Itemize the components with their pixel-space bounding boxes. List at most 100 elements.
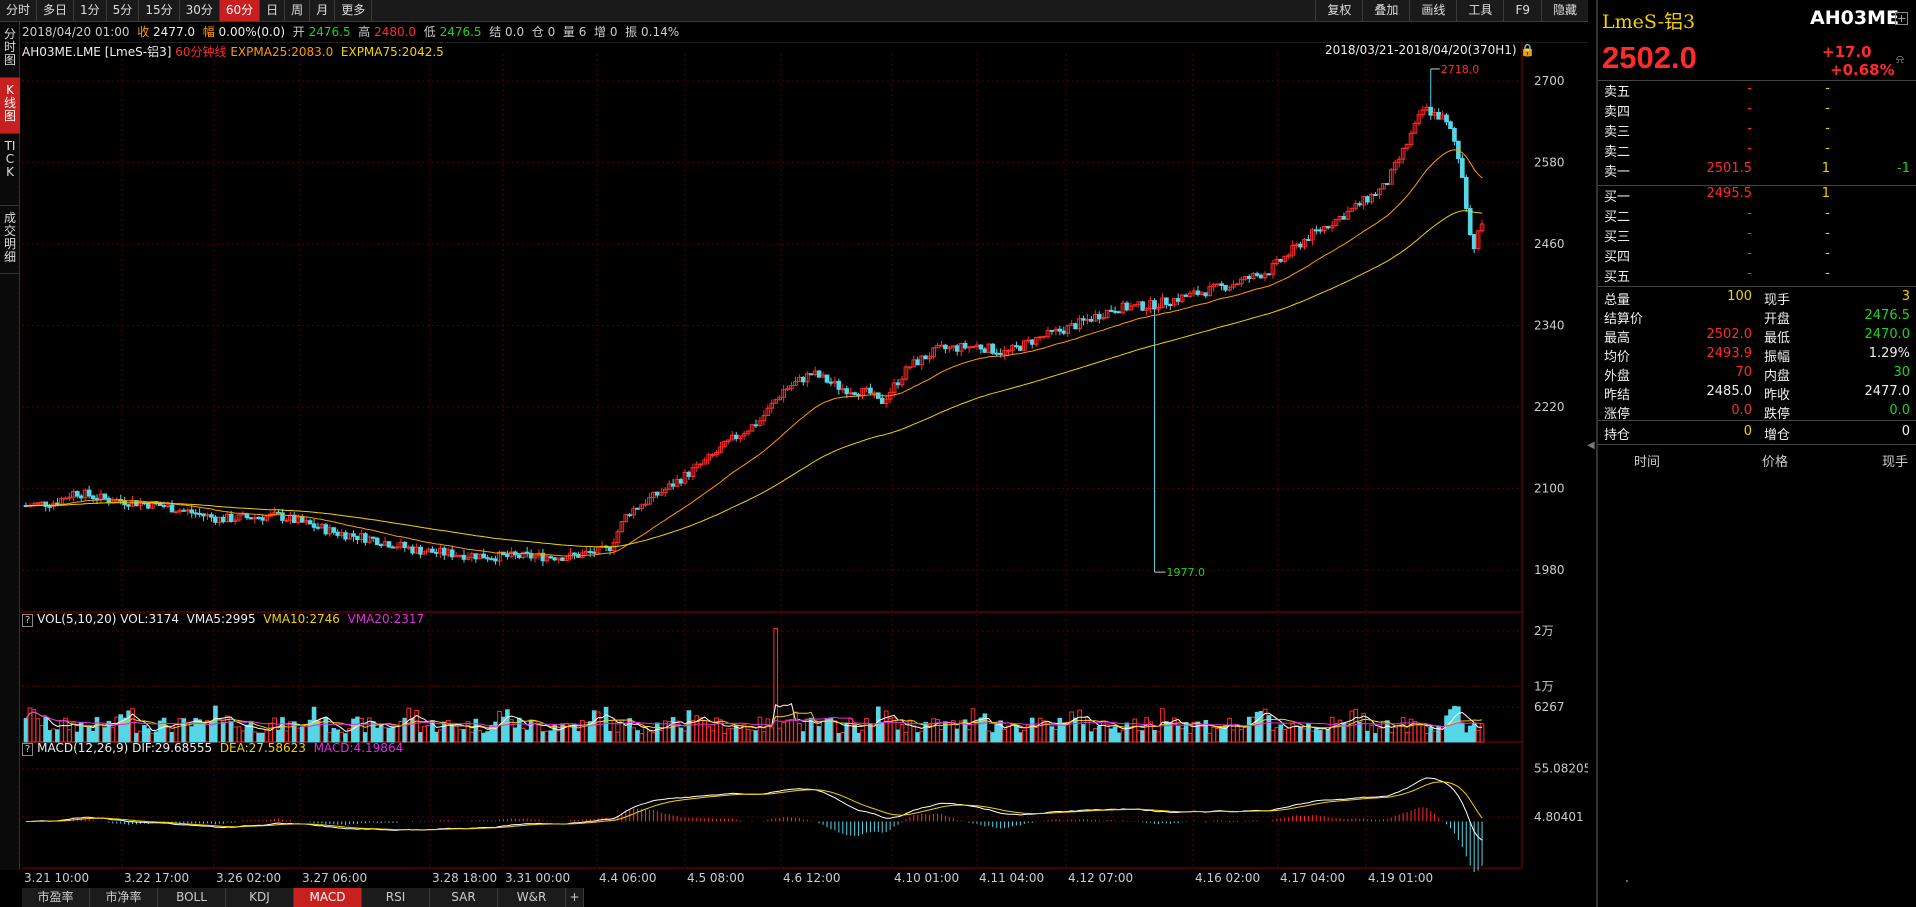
- candle-body: [181, 509, 187, 512]
- chart-area[interactable]: 2700 2580 2460 2340 2220 2100 1980 3.21 10:00 3.…: [22, 42, 1588, 888]
- volume-bar: [1057, 717, 1063, 743]
- candle-body: [1325, 226, 1331, 229]
- candle-body: [1266, 273, 1272, 276]
- candle-body: [706, 454, 711, 461]
- volume-bar: [954, 728, 960, 743]
- volume-bar: [966, 729, 972, 743]
- candle-body: [793, 381, 798, 386]
- candle-body: [1049, 329, 1055, 332]
- period-tab[interactable]: 更多: [335, 0, 373, 21]
- volume-bar: [402, 717, 408, 743]
- bid-vol: -: [1825, 206, 1830, 221]
- candle-body: [907, 366, 913, 369]
- candle-body: [678, 479, 684, 484]
- period-tab[interactable]: 周: [285, 0, 311, 21]
- volume-bar: [351, 718, 356, 743]
- toolbar-tab[interactable]: 复权: [1315, 0, 1362, 21]
- volume-bar: [23, 718, 29, 743]
- period-tab[interactable]: 30分: [180, 0, 220, 21]
- expand-icon[interactable]: +: [1895, 12, 1908, 25]
- volume-bar: [181, 718, 187, 743]
- candle-body: [1223, 284, 1228, 291]
- period-tab[interactable]: 5分: [107, 0, 140, 21]
- volume-bar: [189, 726, 195, 743]
- stat-label: 昨收: [1764, 388, 1791, 403]
- candle-body: [1108, 309, 1114, 312]
- volume-bar: [548, 730, 554, 743]
- position-row: 持仓 0 增仓 0: [1604, 424, 1910, 443]
- period-tab[interactable]: 多日: [37, 0, 75, 21]
- indicator-tab[interactable]: +: [566, 888, 584, 907]
- tick-col-time: 时间: [1634, 455, 1661, 470]
- candle-body: [78, 495, 84, 499]
- period-tab[interactable]: 60分: [219, 0, 261, 21]
- period-tab[interactable]: 1分: [74, 0, 107, 21]
- vtab-timeshare[interactable]: 分时图: [0, 22, 20, 78]
- candle-body: [410, 546, 416, 554]
- volume-bar: [398, 720, 404, 743]
- toolbar-tab[interactable]: 隐藏: [1540, 0, 1588, 21]
- candle-body: [899, 378, 905, 386]
- toolbar-tab[interactable]: F9: [1503, 0, 1541, 21]
- candle-body: [962, 343, 968, 349]
- info-close-label: 收: [137, 25, 150, 39]
- collapse-arrow-icon[interactable]: ◀: [1587, 440, 1595, 451]
- candle-body: [1460, 158, 1465, 178]
- indicator-tab[interactable]: KDJ: [226, 888, 294, 907]
- toolbar-tab[interactable]: 画线: [1409, 0, 1456, 21]
- help-icon[interactable]: ?: [22, 743, 34, 756]
- vtab-trades[interactable]: 成交明细: [0, 206, 20, 274]
- vtab-kline[interactable]: K线图: [0, 78, 20, 134]
- volume-bar: [1018, 732, 1023, 743]
- volume-bar: [1199, 725, 1205, 743]
- volume-bar: [785, 719, 790, 743]
- volume-bar: [110, 727, 116, 743]
- help-icon[interactable]: ?: [22, 614, 34, 627]
- candle-body: [473, 553, 479, 560]
- indicator-tab[interactable]: SAR: [430, 888, 498, 907]
- info-settle: 0.0: [505, 25, 525, 39]
- toolbar-tab[interactable]: 叠加: [1362, 0, 1409, 21]
- volume-bar: [840, 731, 846, 743]
- period-tab[interactable]: 分时: [0, 0, 38, 21]
- info-high: 2480.0: [374, 25, 417, 39]
- candle-body: [209, 514, 214, 518]
- toolbar-tab[interactable]: 工具: [1456, 0, 1503, 21]
- candle-body: [1065, 325, 1071, 334]
- indicator-tab[interactable]: 市盈率: [22, 888, 90, 907]
- vol-title: VOL(5,10,20): [37, 612, 117, 626]
- quote-name: LmeS-铝3: [1602, 11, 1696, 33]
- candle-body: [1408, 132, 1414, 145]
- candle-body: [1357, 203, 1363, 206]
- indicator-tab[interactable]: 市净率: [90, 888, 158, 907]
- volume-bar: [1361, 713, 1366, 743]
- volume-bar: [694, 715, 700, 743]
- indicator-tab[interactable]: RSI: [362, 888, 430, 907]
- volume-bar: [1112, 726, 1118, 743]
- period-tab[interactable]: 月: [310, 0, 336, 21]
- indicator-tab[interactable]: W&R: [498, 888, 566, 907]
- candle-body: [394, 546, 400, 549]
- indicator-tab[interactable]: MACD: [294, 888, 362, 907]
- period-tab[interactable]: 日: [260, 0, 286, 21]
- volume-bar: [1093, 728, 1098, 743]
- indicator-tab[interactable]: BOLL: [158, 888, 226, 907]
- period-tab[interactable]: 15分: [139, 0, 180, 21]
- candle-body: [1333, 218, 1339, 227]
- ask-price: -: [1747, 121, 1752, 136]
- volume-bar: [856, 732, 861, 743]
- volume-bar: [59, 720, 64, 743]
- candle-body: [781, 389, 786, 398]
- volume-bar: [576, 731, 581, 743]
- vtab-tick[interactable]: TICK: [0, 134, 20, 206]
- candle-body: [745, 430, 751, 435]
- lock-icon[interactable]: 🔒: [1520, 43, 1536, 57]
- candle-body: [698, 463, 704, 466]
- vol-vma20: VMA20:2317: [347, 612, 425, 626]
- bell-icon[interactable]: ⍾: [1896, 52, 1904, 66]
- volume-bar: [580, 720, 585, 743]
- volume-bar: [879, 721, 885, 743]
- volume-bar: [722, 732, 727, 743]
- info-date: 2018/04/20 01:00: [22, 25, 130, 39]
- vtab-label: 成交明细: [4, 211, 17, 264]
